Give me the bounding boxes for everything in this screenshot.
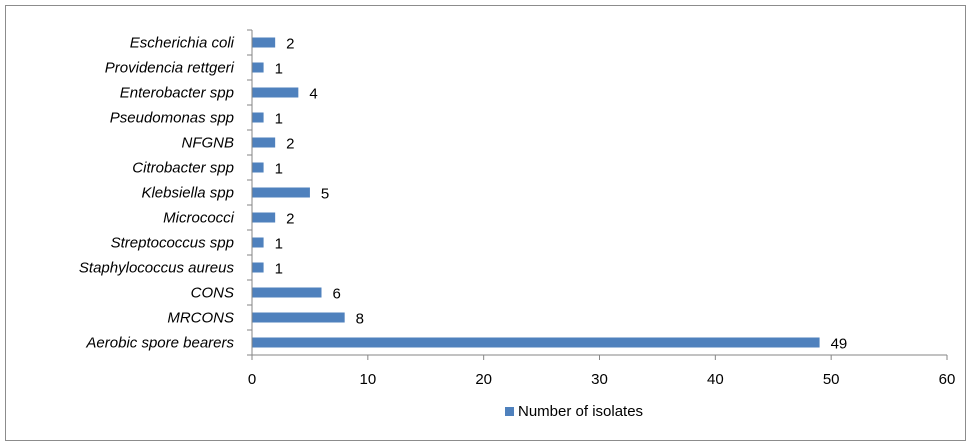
x-tick-label: 50 xyxy=(823,371,840,388)
category-label: Klebsiella spp xyxy=(141,185,234,202)
data-label: 2 xyxy=(286,136,294,153)
data-label: 2 xyxy=(286,36,294,53)
x-tick-label: 0 xyxy=(248,371,256,388)
chart-area: Escherichia coli Providencia rettgeri Ente… xyxy=(5,5,966,441)
data-label: 2 xyxy=(286,211,294,228)
bar xyxy=(252,212,276,223)
data-label: 4 xyxy=(309,86,317,103)
data-label: 1 xyxy=(275,111,283,128)
data-label: 49 xyxy=(831,336,848,353)
data-label: 1 xyxy=(275,161,283,178)
category-label: Enterobacter spp xyxy=(120,85,234,102)
axes: 0 10 20 30 40 50 60 xyxy=(247,29,956,388)
bar xyxy=(252,87,299,98)
bar xyxy=(252,112,264,123)
x-tick-label: 60 xyxy=(939,371,956,388)
category-label: Aerobic spore bearers xyxy=(85,335,234,352)
bar xyxy=(252,287,322,298)
data-label: 1 xyxy=(275,236,283,253)
category-label: MRCONS xyxy=(167,310,234,327)
bar xyxy=(252,262,264,273)
data-label: 8 xyxy=(356,311,364,328)
data-label: 6 xyxy=(333,286,341,303)
x-tick-label: 20 xyxy=(475,371,492,388)
category-label: Pseudomonas spp xyxy=(110,110,234,127)
bar xyxy=(252,62,264,73)
bar xyxy=(252,187,310,198)
bar-chart: Escherichia coli Providencia rettgeri Ente… xyxy=(79,29,956,420)
legend-swatch xyxy=(505,407,514,416)
data-label: 1 xyxy=(275,261,283,278)
category-label: Citrobacter spp xyxy=(132,160,234,177)
x-tick-label: 40 xyxy=(707,371,724,388)
category-label: Staphylococcus aureus xyxy=(79,260,235,277)
data-label: 5 xyxy=(321,186,329,203)
bar xyxy=(252,37,276,48)
x-tick-label: 30 xyxy=(591,371,608,388)
category-labels: Escherichia coli Providencia rettgeri Ente… xyxy=(79,35,235,352)
x-tick-label: 10 xyxy=(359,371,376,388)
bar xyxy=(252,162,264,173)
bar xyxy=(252,312,345,323)
bar xyxy=(252,237,264,248)
legend: Number of isolates xyxy=(505,403,643,420)
legend-label: Number of isolates xyxy=(518,403,643,420)
category-label: Escherichia coli xyxy=(130,35,235,52)
category-label: Micrococci xyxy=(163,210,235,227)
category-label: Streptococcus spp xyxy=(111,235,234,252)
bars-group xyxy=(252,37,820,348)
bar xyxy=(252,337,820,348)
category-label: NFGNB xyxy=(182,135,235,152)
bar xyxy=(252,137,276,148)
data-label: 1 xyxy=(275,61,283,78)
category-label: Providencia rettgeri xyxy=(105,60,235,77)
category-label: CONS xyxy=(191,285,234,302)
